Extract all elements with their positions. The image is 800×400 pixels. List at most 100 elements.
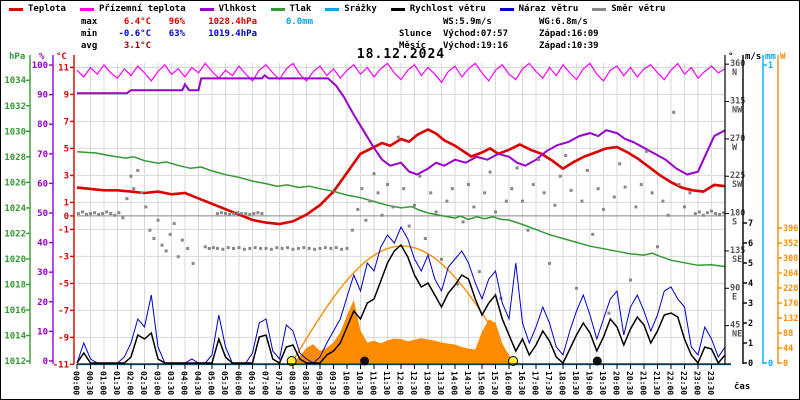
wind-direction-dot bbox=[504, 199, 508, 203]
pressure-axis-unit: hPa bbox=[9, 52, 25, 62]
wind-direction-dot bbox=[575, 286, 578, 290]
time-tick-label: 07:00 bbox=[261, 371, 270, 395]
wind-direction-dot bbox=[488, 170, 492, 174]
wind-tick-label: 2 bbox=[748, 319, 753, 329]
wind-direction-dot bbox=[618, 162, 622, 166]
legend-item-7: Náraz větru bbox=[499, 4, 579, 14]
time-tick-label: 06:30 bbox=[247, 371, 256, 395]
wind-direction-dot bbox=[688, 191, 692, 195]
direction-tick-label: 135 bbox=[730, 246, 745, 256]
series-tlak bbox=[76, 150, 726, 268]
wind-direction-dot bbox=[456, 282, 460, 286]
direction-tick-label: 90 bbox=[730, 283, 740, 293]
time-tick-label: 23:30 bbox=[706, 371, 715, 395]
humidity-tick-label: 80 bbox=[37, 120, 48, 130]
wind-direction-dot bbox=[105, 210, 109, 214]
time-tick-label: 23:00 bbox=[693, 371, 702, 395]
time-tick-label: 15:00 bbox=[477, 371, 486, 395]
series-teplota bbox=[76, 128, 726, 226]
wind-direction-dot bbox=[531, 183, 535, 187]
legend-item-3: Vlhkost bbox=[199, 4, 257, 14]
time-tick-label: 21:30 bbox=[652, 371, 661, 395]
temperature-tick-label: 3 bbox=[64, 171, 69, 181]
wind-direction-dot bbox=[80, 210, 84, 214]
time-tick-label: 18:00 bbox=[558, 371, 567, 395]
wind-direction-dot bbox=[259, 246, 263, 250]
wind-direction-dot bbox=[596, 187, 600, 191]
time-tick-label: 12:00 bbox=[396, 371, 405, 395]
legend-label: Teplota bbox=[28, 4, 66, 14]
wind-direction-dot bbox=[237, 246, 241, 250]
pressure-tick-label: 1024 bbox=[4, 204, 26, 214]
legend-swatch bbox=[270, 7, 285, 11]
legend-item-6: Rychlost větru bbox=[390, 4, 486, 14]
moon-event-marker bbox=[592, 356, 602, 366]
legend-label: Vlhkost bbox=[218, 4, 257, 14]
wind-direction-dot bbox=[232, 246, 236, 250]
time-tick-label: 08:30 bbox=[301, 371, 310, 395]
series-smer-vetru bbox=[76, 110, 726, 315]
wind-direction-dot bbox=[629, 278, 632, 282]
wind-tick-label: 1 bbox=[748, 339, 753, 349]
time-tick-label: 05:30 bbox=[220, 371, 229, 395]
radiation-tick-label: 396 bbox=[783, 224, 798, 234]
humidity-tick-label: 10 bbox=[37, 327, 48, 337]
radiation-axis-unit: W bbox=[780, 52, 786, 62]
pressure-tick-label: 1028 bbox=[4, 153, 26, 163]
humidity-tick-label: 60 bbox=[37, 179, 48, 189]
time-tick-label: 13:00 bbox=[423, 371, 432, 395]
time-tick-label: 01:00 bbox=[99, 371, 108, 395]
direction-tick-letter: NW bbox=[732, 106, 743, 116]
radiation-tick-label: 352 bbox=[783, 239, 798, 249]
legend-swatch bbox=[390, 7, 405, 11]
time-tick-label: 00:00 bbox=[72, 371, 81, 395]
temperature-tick-label: -3 bbox=[58, 252, 69, 262]
wind-direction-dot bbox=[132, 187, 136, 191]
wind-direction-dot bbox=[307, 246, 311, 250]
direction-tick-label: 315 bbox=[730, 97, 745, 107]
wind-direction-dot bbox=[413, 203, 416, 207]
legend-label: Náraz větru bbox=[518, 4, 579, 14]
radiation-tick-label: 88 bbox=[783, 329, 793, 339]
temperature-tick-label: -5 bbox=[58, 279, 69, 289]
wind-direction-dot bbox=[244, 212, 248, 216]
temperature-tick-label: -1 bbox=[58, 225, 69, 235]
time-tick-label: 15:30 bbox=[490, 371, 499, 395]
wind-direction-dot bbox=[537, 158, 541, 162]
legend-label: Tlak bbox=[289, 4, 312, 14]
wind-direction-dot bbox=[515, 166, 519, 170]
wind-tick-label: 3 bbox=[748, 299, 753, 309]
wind-direction-dot bbox=[467, 183, 470, 187]
series-vlhkost bbox=[77, 74, 726, 176]
wind-direction-dot bbox=[232, 212, 236, 216]
astro-row-1: WS:5.9m/s WG:6.8m/s bbox=[443, 17, 588, 27]
pressure-tick-label: 1030 bbox=[4, 127, 26, 137]
wind-direction-dot bbox=[125, 197, 129, 201]
time-tick-label: 18:30 bbox=[571, 371, 580, 395]
wind-direction-dot bbox=[264, 246, 268, 250]
legend-item-1: Teplota bbox=[9, 4, 66, 14]
radiation-tick-label: 264 bbox=[783, 269, 798, 279]
direction-tick-label: 225 bbox=[730, 171, 745, 181]
wind-direction-dot bbox=[224, 212, 227, 216]
wind-direction-dot bbox=[569, 188, 573, 192]
wind-direction-dot bbox=[450, 187, 454, 191]
wind-direction-dot bbox=[152, 236, 156, 240]
direction-axis-unit: ° bbox=[728, 52, 733, 62]
time-tick-label: 12:30 bbox=[409, 371, 418, 395]
wind-direction-dot bbox=[372, 172, 376, 176]
wind-direction-dot bbox=[423, 236, 427, 240]
legend-item-8: Směr větru bbox=[592, 4, 665, 14]
time-tick-label: 22:30 bbox=[679, 371, 688, 395]
wind-direction-dot bbox=[129, 174, 133, 178]
legend-label: Rychlost větru bbox=[409, 4, 486, 14]
time-tick-label: 08:00 bbox=[288, 371, 297, 395]
humidity-tick-label: 40 bbox=[37, 239, 48, 249]
sun-event-marker bbox=[508, 356, 519, 366]
time-tick-label: 14:00 bbox=[450, 371, 459, 395]
wind-direction-dot bbox=[97, 212, 101, 216]
wind-direction-dot bbox=[248, 246, 252, 250]
temperature-tick-label: -7 bbox=[58, 306, 69, 316]
wind-direction-dot bbox=[302, 246, 306, 250]
wind-direction-dot bbox=[445, 199, 449, 203]
